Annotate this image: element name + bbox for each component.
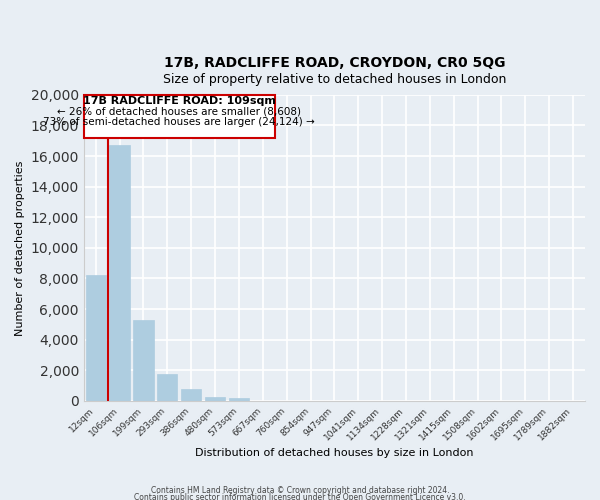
Text: Contains HM Land Registry data © Crown copyright and database right 2024.: Contains HM Land Registry data © Crown c… bbox=[151, 486, 449, 495]
Text: ← 26% of detached houses are smaller (8,608): ← 26% of detached houses are smaller (8,… bbox=[57, 106, 301, 117]
FancyBboxPatch shape bbox=[84, 95, 275, 138]
Y-axis label: Number of detached properties: Number of detached properties bbox=[15, 160, 25, 336]
Bar bbox=[133, 320, 154, 401]
Bar bbox=[229, 398, 249, 401]
Text: Contains public sector information licensed under the Open Government Licence v3: Contains public sector information licen… bbox=[134, 494, 466, 500]
Bar bbox=[86, 276, 106, 401]
Bar bbox=[157, 374, 178, 401]
Text: 17B, RADCLIFFE ROAD, CROYDON, CR0 5QG: 17B, RADCLIFFE ROAD, CROYDON, CR0 5QG bbox=[164, 56, 505, 70]
Text: 73% of semi-detached houses are larger (24,124) →: 73% of semi-detached houses are larger (… bbox=[43, 118, 315, 128]
Bar bbox=[109, 146, 130, 401]
Text: Size of property relative to detached houses in London: Size of property relative to detached ho… bbox=[163, 72, 506, 86]
X-axis label: Distribution of detached houses by size in London: Distribution of detached houses by size … bbox=[195, 448, 473, 458]
Bar bbox=[205, 397, 225, 401]
Bar bbox=[181, 388, 202, 401]
Text: 17B RADCLIFFE ROAD: 109sqm: 17B RADCLIFFE ROAD: 109sqm bbox=[83, 96, 275, 106]
